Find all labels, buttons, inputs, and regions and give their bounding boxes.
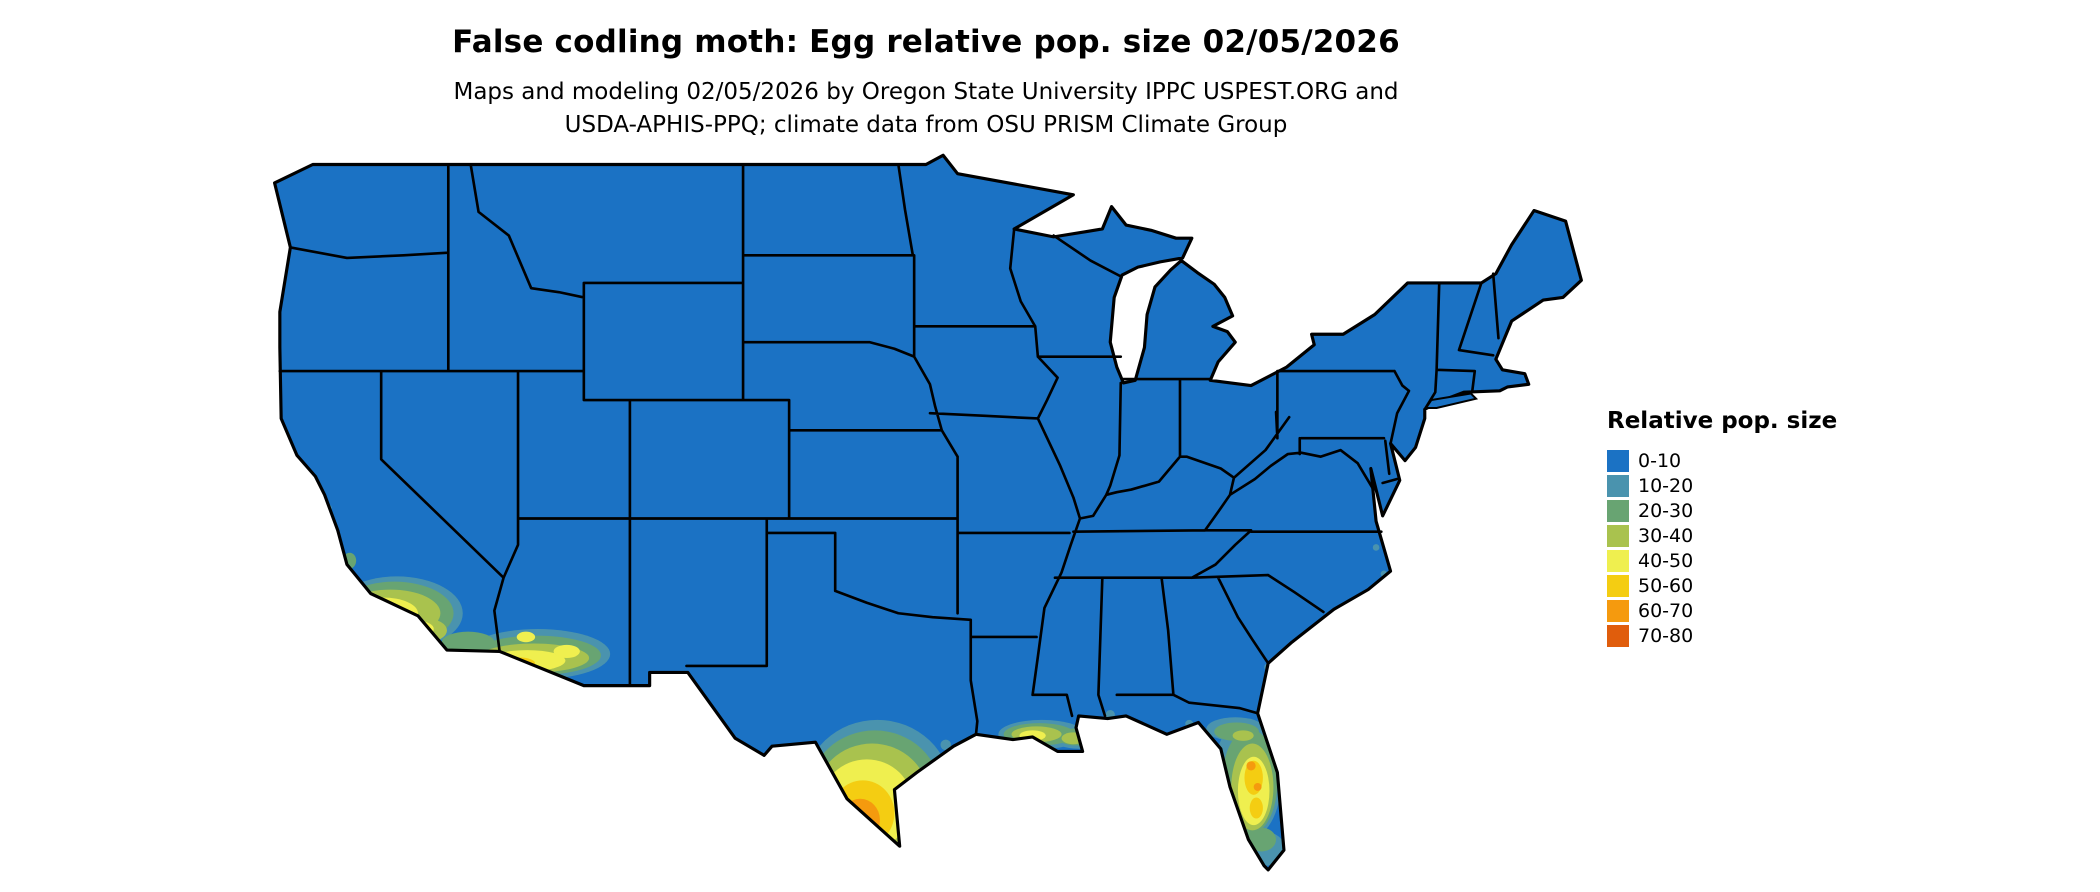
heat-patch [356,607,399,627]
map-credit-line-1: Maps and modeling 02/05/2026 by Oregon S… [453,79,1399,105]
legend-item-30-40: 30-40 [1607,523,1837,548]
legend-swatch [1607,574,1629,597]
legend-item-10-20: 10-20 [1607,473,1837,498]
heat-patch [1246,761,1256,771]
heat-patch [1372,544,1380,551]
page-title: False codling moth: Egg relative pop. si… [452,24,1400,60]
heat-patch [508,661,520,668]
heat-patch [849,814,869,836]
heat-patch [441,631,495,653]
legend-swatch [1607,449,1629,472]
legend-item-70-80: 70-80 [1607,623,1837,648]
heat-patch [346,597,419,630]
legend-title: Relative pop. size [1607,408,1838,434]
legend-item-40-50: 40-50 [1607,548,1837,573]
legend-label: 20-30 [1638,499,1694,522]
state-borders [278,163,1500,736]
map-credit-line-2: USDA-APHIS-PPQ; climate data from OSU PR… [564,112,1288,138]
legend-swatch [1607,599,1629,622]
heat-patch [940,739,952,751]
heat-patch [553,644,580,658]
heat-patch [362,614,384,626]
legend-swatch [1607,624,1629,647]
long-island [1424,392,1479,409]
legend-item-0-10: 0-10 [1607,448,1837,473]
legend-label: 50-60 [1638,574,1694,597]
heat-patch [516,631,536,643]
heat-patch [1232,730,1254,741]
legend-label: 40-50 [1638,549,1694,572]
legend-swatch [1607,499,1629,522]
heat-patch [1249,797,1263,819]
legend-item-50-60: 50-60 [1607,573,1837,598]
legend-label: 60-70 [1638,599,1694,622]
heat-patch [340,589,441,637]
legend: Relative pop. size 0-10 10-20 20-30 30-4… [1607,408,1837,648]
map-credit: Maps and modeling 02/05/2026 by Oregon S… [268,76,1584,142]
legend-swatch [1607,549,1629,572]
legend-item-20-30: 20-30 [1607,498,1837,523]
legend-swatch [1607,474,1629,497]
legend-label: 30-40 [1638,524,1694,547]
heat-patch [840,798,880,841]
legend-item-60-70: 60-70 [1607,598,1837,623]
heat-patch [366,618,376,624]
heat-patch [858,833,867,841]
heat-patch [1253,783,1262,791]
us-heatmap [273,153,1583,872]
legend-label: 0-10 [1638,449,1682,472]
legend-swatch [1607,524,1629,547]
heat-patch [1247,827,1277,852]
legend-label: 70-80 [1638,624,1694,647]
legend-label: 10-20 [1638,474,1694,497]
